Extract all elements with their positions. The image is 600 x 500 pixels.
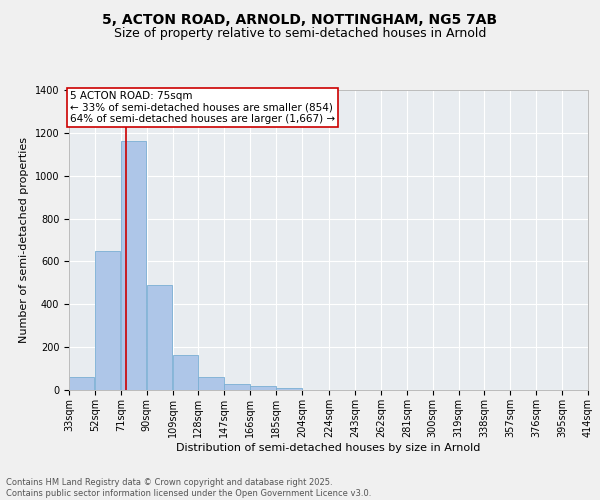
Bar bbox=[276, 388, 302, 390]
Bar bbox=[69, 377, 94, 390]
X-axis label: Distribution of semi-detached houses by size in Arnold: Distribution of semi-detached houses by … bbox=[176, 442, 481, 452]
Bar bbox=[199, 376, 224, 390]
Bar bbox=[224, 384, 250, 390]
Bar bbox=[250, 386, 275, 390]
Bar bbox=[146, 285, 172, 390]
Bar bbox=[121, 141, 146, 390]
Bar bbox=[173, 355, 198, 390]
Text: 5, ACTON ROAD, ARNOLD, NOTTINGHAM, NG5 7AB: 5, ACTON ROAD, ARNOLD, NOTTINGHAM, NG5 7… bbox=[103, 12, 497, 26]
Text: Contains HM Land Registry data © Crown copyright and database right 2025.
Contai: Contains HM Land Registry data © Crown c… bbox=[6, 478, 371, 498]
Text: 5 ACTON ROAD: 75sqm
← 33% of semi-detached houses are smaller (854)
64% of semi-: 5 ACTON ROAD: 75sqm ← 33% of semi-detach… bbox=[70, 91, 335, 124]
Y-axis label: Number of semi-detached properties: Number of semi-detached properties bbox=[19, 137, 29, 343]
Bar bbox=[95, 251, 121, 390]
Text: Size of property relative to semi-detached houses in Arnold: Size of property relative to semi-detach… bbox=[114, 28, 486, 40]
